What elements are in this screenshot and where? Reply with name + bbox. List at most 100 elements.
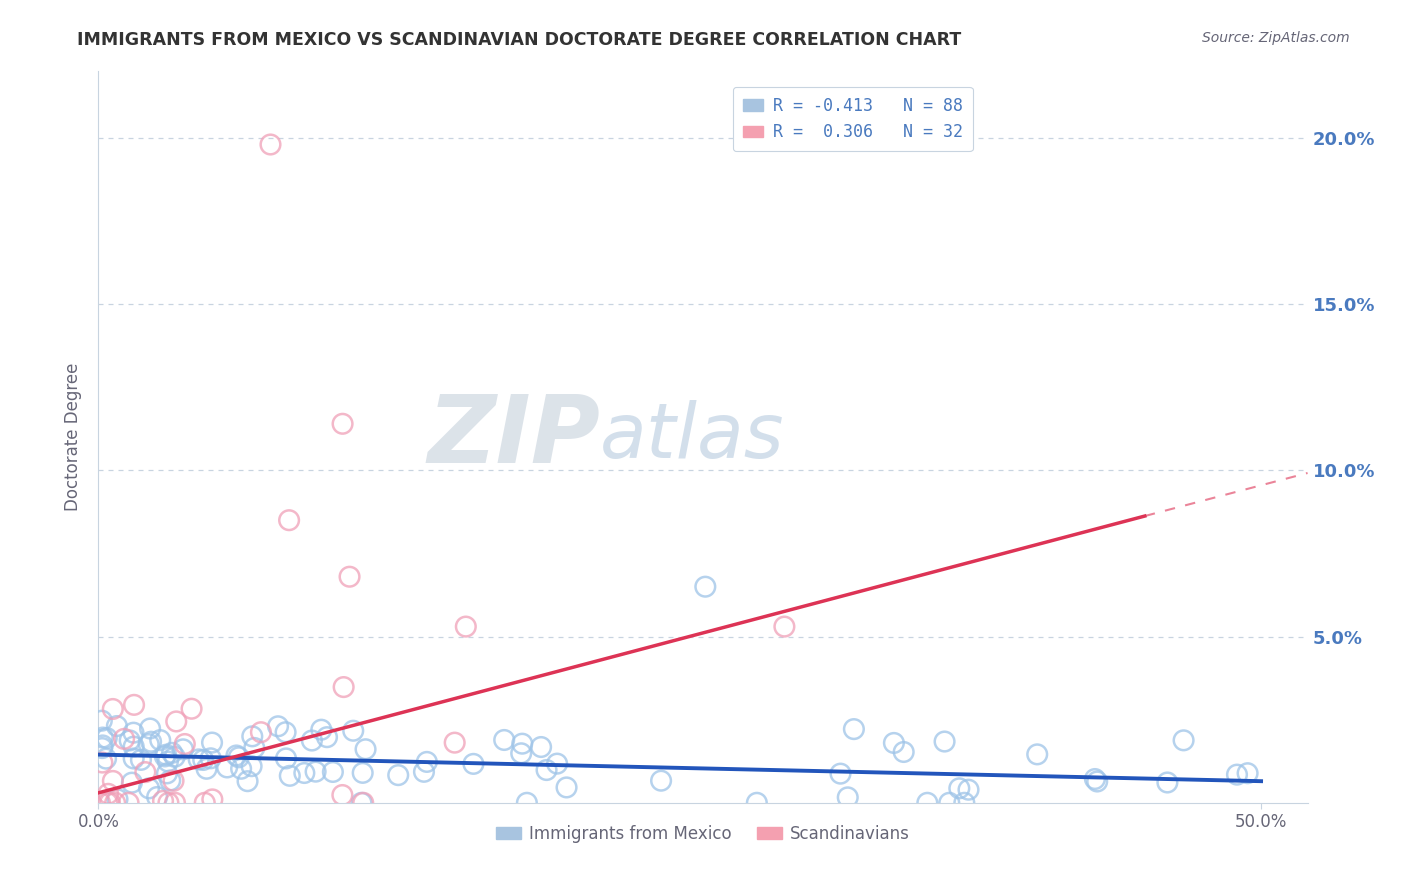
Point: [96, 731, 118, 745]
Point: [91, 741, 114, 756]
Point: [301, 733, 323, 747]
Point: [129, 753, 152, 767]
Point: [160, 746, 183, 760]
Point: [1173, 733, 1195, 747]
Point: [112, 731, 135, 746]
Point: [122, 725, 145, 739]
Point: [516, 796, 538, 810]
Point: [454, 619, 477, 633]
Point: [139, 735, 162, 749]
Point: [163, 796, 186, 810]
Point: [91, 756, 114, 770]
Point: [91, 739, 114, 753]
Point: [1084, 772, 1107, 786]
Point: [773, 619, 796, 633]
Point: [1026, 747, 1049, 762]
Point: [159, 773, 181, 788]
Point: [536, 763, 558, 777]
Point: [217, 760, 239, 774]
Point: [332, 680, 354, 694]
Point: [156, 755, 179, 769]
Point: [494, 733, 516, 747]
Point: [138, 737, 160, 751]
Point: [149, 733, 172, 747]
Point: [316, 730, 339, 744]
Point: [156, 766, 179, 780]
Point: [89, 796, 111, 810]
Point: [267, 719, 290, 733]
Point: [194, 796, 217, 810]
Point: [118, 733, 141, 747]
Point: [259, 137, 281, 152]
Point: [107, 792, 129, 806]
Point: [274, 725, 297, 739]
Text: IMMIGRANTS FROM MEXICO VS SCANDINAVIAN DOCTORATE DEGREE CORRELATION CHART: IMMIGRANTS FROM MEXICO VS SCANDINAVIAN D…: [77, 31, 962, 49]
Point: [953, 796, 976, 810]
Point: [413, 764, 436, 779]
Point: [934, 734, 956, 748]
Point: [292, 766, 315, 780]
Point: [200, 751, 222, 765]
Point: [193, 753, 215, 767]
Point: [278, 769, 301, 783]
Point: [650, 773, 672, 788]
Point: [948, 781, 970, 796]
Point: [830, 766, 852, 780]
Point: [1236, 766, 1258, 780]
Text: Source: ZipAtlas.com: Source: ZipAtlas.com: [1202, 31, 1350, 45]
Point: [917, 796, 939, 810]
Point: [322, 764, 344, 779]
Point: [510, 737, 533, 751]
Point: [139, 722, 162, 736]
Point: [201, 792, 224, 806]
Point: [342, 723, 364, 738]
Point: [146, 790, 169, 805]
Point: [443, 736, 465, 750]
Point: [122, 698, 145, 712]
Point: [90, 714, 112, 728]
Point: [228, 750, 250, 764]
Point: [94, 752, 117, 766]
Point: [1226, 767, 1249, 781]
Point: [101, 702, 124, 716]
Point: [546, 756, 568, 771]
Point: [311, 723, 333, 737]
Point: [180, 702, 202, 716]
Text: atlas: atlas: [600, 401, 785, 474]
Point: [187, 752, 209, 766]
Point: [304, 764, 326, 779]
Legend: Immigrants from Mexico, Scandinavians: Immigrants from Mexico, Scandinavians: [489, 818, 917, 849]
Point: [510, 746, 533, 760]
Point: [240, 729, 263, 743]
Point: [555, 780, 578, 795]
Point: [155, 747, 177, 762]
Point: [463, 756, 485, 771]
Point: [96, 796, 118, 810]
Y-axis label: Doctorate Degree: Doctorate Degree: [65, 363, 83, 511]
Point: [105, 719, 128, 733]
Point: [225, 748, 247, 763]
Point: [243, 741, 266, 756]
Point: [229, 762, 252, 776]
Point: [354, 742, 377, 756]
Point: [122, 739, 145, 754]
Point: [122, 751, 145, 765]
Point: [236, 774, 259, 789]
Point: [332, 788, 354, 802]
Point: [172, 742, 194, 756]
Point: [165, 714, 187, 729]
Point: [352, 796, 374, 810]
Point: [883, 736, 905, 750]
Point: [134, 765, 156, 780]
Point: [837, 790, 859, 805]
Point: [138, 781, 160, 796]
Point: [121, 775, 143, 789]
Point: [195, 762, 218, 776]
Point: [153, 749, 176, 764]
Point: [240, 759, 263, 773]
Point: [162, 773, 184, 788]
Point: [278, 513, 301, 527]
Point: [97, 787, 120, 801]
Point: [157, 796, 180, 810]
Point: [695, 580, 717, 594]
